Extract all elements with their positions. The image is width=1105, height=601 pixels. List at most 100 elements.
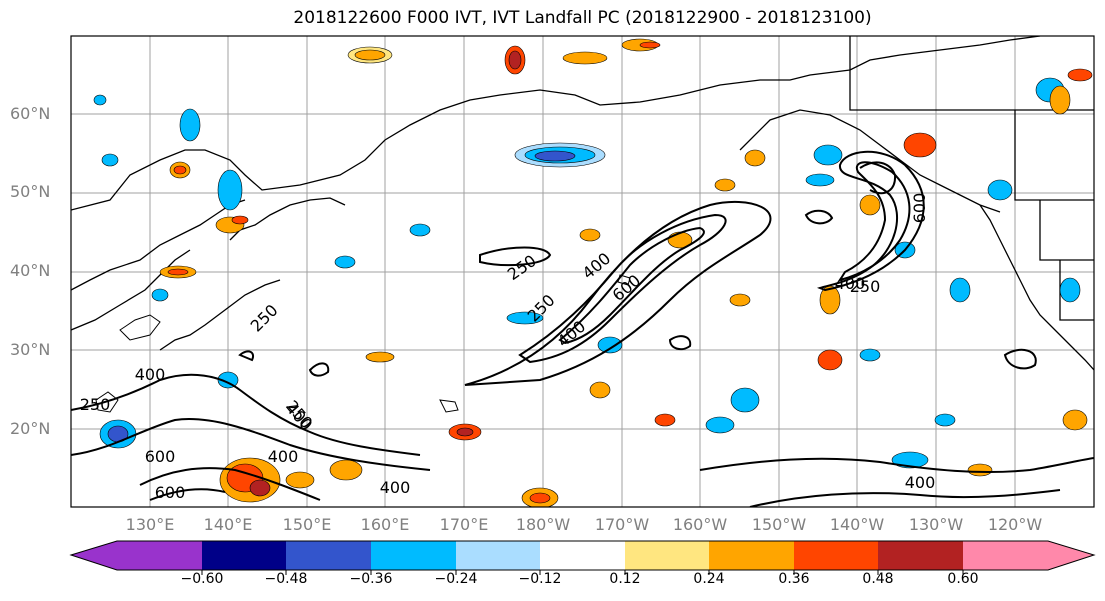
- colorbar-tick: 0.24: [693, 571, 725, 587]
- ivt-anomaly-blob: [329, 459, 363, 481]
- ivt-anomaly-blob: [508, 50, 522, 70]
- contour-label: 400: [268, 447, 299, 466]
- lat-label: 20°N: [10, 419, 51, 438]
- ivt-anomaly-blob: [285, 471, 315, 489]
- ivt-anomaly-blob: [231, 215, 249, 225]
- colorbar-cell: [794, 541, 878, 570]
- contour-label: 600: [910, 193, 929, 224]
- colorbar-tick: −0.48: [264, 571, 308, 587]
- colorbar-outline: [69, 540, 1096, 571]
- contour-label: 250: [850, 277, 881, 296]
- lon-label: 160°E: [360, 515, 410, 534]
- ivt-anomaly-blob: [179, 108, 201, 142]
- ivt-anomaly-blob: [365, 351, 395, 363]
- colorbar-cell: [456, 541, 540, 570]
- ivt-anomaly-blob: [705, 416, 735, 434]
- colorbar-tick: 0.60: [947, 571, 979, 587]
- ivt-anomaly-blob: [562, 51, 608, 65]
- lon-label: 140°W: [829, 515, 885, 534]
- contour-label: 600: [145, 447, 176, 466]
- lat-label: 50°N: [10, 182, 51, 201]
- ivt-anomaly-blob: [334, 255, 356, 269]
- ivt-anomaly-blob: [817, 349, 843, 371]
- ivt-anomaly-blob: [1059, 277, 1081, 303]
- colorbar-cell: [286, 541, 371, 570]
- colorbar-cell: [371, 541, 456, 570]
- ivt-anomaly-blob: [167, 268, 189, 276]
- contour-label: 400: [835, 274, 866, 293]
- lat-label: 40°N: [10, 261, 51, 280]
- ivt-anomaly-blob: [714, 178, 736, 192]
- ivt-anomaly-blob: [729, 293, 751, 307]
- ivt-anomaly-blob: [589, 381, 611, 399]
- ivt-anomaly-blob: [744, 149, 766, 167]
- colorbar-tick: −0.36: [349, 571, 393, 587]
- colorbar-cell: [540, 541, 625, 570]
- ivt-anomaly-blob: [967, 463, 993, 477]
- ivt-anomaly-blob: [1062, 409, 1088, 431]
- ivt-anomaly-blob: [534, 150, 576, 162]
- lon-label: 130°E: [125, 515, 175, 534]
- ivt-anomaly-blob: [101, 153, 119, 167]
- ivt-anomaly-blob: [949, 277, 971, 303]
- colorbar-tick: −0.60: [180, 571, 224, 587]
- lon-label: 170°E: [439, 515, 489, 534]
- colorbar-tick: 0.36: [778, 571, 810, 587]
- ivt-anomaly-blob: [639, 41, 661, 49]
- coastlines: [71, 36, 1094, 371]
- ivt-anomaly-blob: [456, 427, 474, 437]
- lon-label: 180°W: [515, 515, 571, 534]
- ivt-anomaly-blob: [506, 311, 544, 325]
- contour-label: 400: [905, 473, 936, 492]
- lon-label: 120°W: [987, 515, 1043, 534]
- ivt-anomaly-blob: [805, 173, 835, 187]
- ivt-anomaly-blob: [597, 336, 623, 354]
- ivt-anomaly-blob: [987, 179, 1013, 201]
- colorbar-cell: [709, 541, 794, 570]
- colorbar-tick: 0.48: [862, 571, 894, 587]
- lon-label: 150°E: [282, 515, 332, 534]
- ivt-anomaly-blob: [579, 228, 601, 242]
- colorbar-tick: 0.12: [609, 571, 641, 587]
- colorbar-cell: [202, 541, 286, 570]
- ivt-anomaly-blob: [354, 49, 386, 61]
- colorbar-tick: −0.24: [434, 571, 478, 587]
- ivt-anomaly-blob: [217, 371, 239, 389]
- lat-label: 30°N: [10, 340, 51, 359]
- contour-label: 250: [80, 395, 111, 414]
- ivt-contours: [71, 150, 1094, 507]
- map-title: 2018122600 F000 IVT, IVT Landfall PC (20…: [293, 8, 872, 28]
- lon-label: 170°W: [594, 515, 650, 534]
- ivt-anomaly-blob: [409, 223, 431, 237]
- lat-label: 60°N: [10, 104, 51, 123]
- contour-label: 400: [135, 365, 166, 384]
- gridlines: [71, 36, 1094, 507]
- ivt-anomaly-blob: [1049, 85, 1071, 115]
- ivt-anomaly-blob: [730, 387, 760, 413]
- colorbar-cell: [71, 541, 202, 570]
- contour-label: 600: [155, 483, 186, 502]
- ivt-anomaly-blob: [1067, 68, 1093, 82]
- colorbar-tick: −0.12: [518, 571, 562, 587]
- map-frame: [70, 35, 1095, 508]
- ivt-anomaly-blob: [934, 413, 956, 427]
- ivt-anomaly-blob: [859, 348, 881, 362]
- colorbar-cell: [963, 541, 1094, 570]
- ivt-anomaly-blob: [859, 194, 881, 216]
- ivt-anomaly-blob: [217, 169, 243, 211]
- ivt-anomaly-blob: [891, 451, 929, 469]
- ivt-anomaly-blob: [903, 132, 937, 158]
- ivt-anomaly-blob: [249, 479, 271, 497]
- colorbar-cell: [625, 541, 709, 570]
- colorbar-cell: [878, 541, 963, 570]
- ivt-anomaly-blob: [173, 165, 187, 175]
- lon-label: 130°W: [908, 515, 964, 534]
- lon-label: 160°W: [672, 515, 728, 534]
- lon-label: 150°W: [751, 515, 807, 534]
- contour-label: 400: [380, 478, 411, 497]
- ivt-anomaly-blob: [93, 94, 107, 106]
- lon-label: 140°E: [203, 515, 253, 534]
- ivt-anomaly-blob: [654, 413, 676, 427]
- ivt-anomaly-blob: [813, 144, 843, 166]
